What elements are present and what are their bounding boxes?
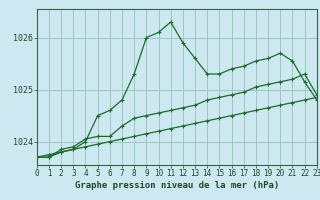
X-axis label: Graphe pression niveau de la mer (hPa): Graphe pression niveau de la mer (hPa) xyxy=(75,181,279,190)
